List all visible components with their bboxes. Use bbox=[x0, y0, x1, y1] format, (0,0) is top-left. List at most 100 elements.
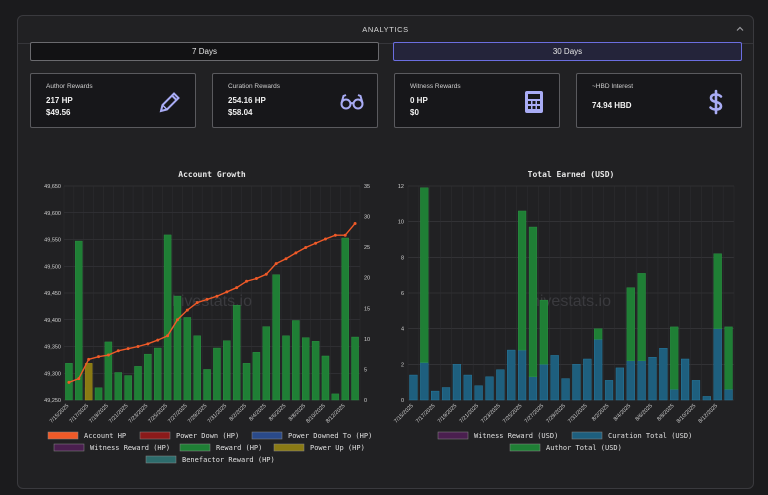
chevron-up-icon[interactable] bbox=[735, 24, 745, 34]
legend-swatch bbox=[273, 443, 305, 452]
x-tick-label: 8/4/2025 bbox=[613, 403, 632, 422]
card-label: Curation Rewards bbox=[228, 83, 281, 90]
y-tick-label: 2 bbox=[401, 362, 404, 368]
x-tick-label: 8/6/2025 bbox=[635, 403, 654, 422]
account-hp-point bbox=[254, 277, 258, 281]
reward-hp-bar bbox=[282, 335, 290, 401]
curation-total-bar bbox=[604, 380, 614, 401]
curation-total-bar bbox=[659, 348, 668, 401]
x-tick-label: 7/25/2025 bbox=[502, 403, 524, 425]
curation-total-bar bbox=[626, 360, 635, 401]
reward-hp-bar bbox=[341, 237, 349, 401]
reward-hp-bar bbox=[331, 393, 340, 401]
legend-swatch bbox=[53, 443, 85, 452]
curation-total-bar bbox=[583, 358, 592, 401]
y-right-tick-label: 0 bbox=[364, 398, 367, 404]
curation-total-bar bbox=[517, 349, 527, 401]
range-7-days-button[interactable]: 7 Days bbox=[30, 42, 379, 61]
account-hp-point bbox=[235, 286, 239, 290]
power-up-bar bbox=[84, 363, 93, 401]
author-total-bar bbox=[594, 328, 603, 340]
legend-label: Author Total (USD) bbox=[546, 444, 622, 452]
reward-hp-bar bbox=[104, 341, 113, 401]
x-tick-label: 7/19/2025 bbox=[88, 403, 110, 425]
curation-total-bar bbox=[496, 369, 505, 401]
account-hp-point bbox=[87, 357, 91, 361]
curation-total-bar bbox=[648, 356, 657, 401]
x-tick-label: 7/29/2025 bbox=[187, 403, 209, 425]
curation-total-bar bbox=[420, 362, 429, 401]
account-hp-point bbox=[284, 257, 288, 261]
x-tick-label: 7/19/2025 bbox=[437, 403, 459, 425]
author-total-bar bbox=[528, 226, 538, 378]
reward-hp-bar bbox=[262, 326, 271, 401]
account-hp-point bbox=[314, 241, 318, 245]
curation-total-bar bbox=[463, 374, 472, 401]
account-hp-point bbox=[166, 334, 170, 338]
reward-hp-bar bbox=[272, 274, 280, 401]
author-total-bar bbox=[517, 210, 527, 351]
author-total-bar bbox=[670, 326, 679, 390]
legend-label: Power Down (HP) bbox=[176, 432, 239, 440]
curation-total-bar bbox=[431, 390, 440, 401]
legend-swatch bbox=[139, 431, 171, 440]
chart-title: Account Growth bbox=[178, 170, 246, 179]
panel-header[interactable]: ANALYTICS bbox=[18, 16, 753, 44]
y-tick-label: 6 bbox=[401, 291, 404, 297]
author-rewards-card: Author Rewards 217 HP $49.56 bbox=[30, 73, 196, 128]
range-30-days-button[interactable]: 30 Days bbox=[393, 42, 742, 61]
account-hp-point bbox=[333, 233, 337, 237]
account-hp-point bbox=[116, 349, 120, 353]
reward-hp-bar bbox=[242, 363, 251, 401]
reward-hp-bar bbox=[292, 320, 300, 401]
y-left-tick-label: 49,400 bbox=[44, 318, 61, 324]
legend-swatch bbox=[251, 431, 283, 440]
reward-hp-bar bbox=[94, 387, 103, 401]
reward-hp-bar bbox=[163, 234, 172, 401]
legend-label: Witness Reward (USD) bbox=[474, 432, 558, 440]
reward-hp-bar bbox=[134, 366, 142, 401]
x-tick-label: 7/23/2025 bbox=[480, 403, 502, 425]
account-hp-point bbox=[67, 380, 71, 384]
y-right-tick-label: 20 bbox=[364, 276, 370, 282]
curation-total-bar bbox=[670, 389, 679, 401]
glasses-icon bbox=[340, 94, 364, 110]
curation-total-bar bbox=[637, 360, 646, 401]
y-left-tick-label: 49,250 bbox=[44, 398, 61, 404]
y-right-tick-label: 35 bbox=[364, 184, 370, 190]
x-tick-label: 7/21/2025 bbox=[108, 403, 130, 425]
card-value-hp: 254.16 HP bbox=[228, 96, 266, 105]
y-left-tick-label: 49,550 bbox=[44, 238, 61, 244]
x-tick-label: 8/10/2025 bbox=[676, 403, 698, 425]
curation-total-bar bbox=[485, 376, 494, 401]
account-hp-point bbox=[136, 345, 140, 348]
total-earned-svg: Total Earned (USD) 12 10 8 6 4 2 0 hivestats.io 7… bbox=[393, 170, 735, 452]
account-hp-point bbox=[77, 377, 81, 381]
author-total-bar bbox=[626, 287, 635, 361]
y-right-tick-label: 25 bbox=[364, 245, 370, 251]
legend-label: Curation Total (USD) bbox=[608, 432, 692, 440]
x-tick-label: 8/10/2025 bbox=[305, 403, 327, 425]
x-tick-label: 8/12/2025 bbox=[325, 403, 347, 425]
y-right-tick-label: 5 bbox=[364, 367, 367, 373]
account-hp-point bbox=[175, 318, 179, 322]
reward-hp-bar bbox=[193, 335, 201, 401]
curation-total-bar bbox=[528, 376, 538, 401]
account-hp-point bbox=[205, 297, 209, 301]
curation-total-bar bbox=[550, 355, 559, 401]
x-tick-label: 7/29/2025 bbox=[545, 403, 567, 425]
curation-total-bar bbox=[713, 328, 722, 401]
legend-swatch bbox=[179, 443, 211, 452]
reward-hp-bar bbox=[173, 295, 182, 401]
reward-hp-bar bbox=[232, 305, 241, 401]
x-tick-label: 7/17/2025 bbox=[69, 403, 91, 425]
reward-hp-bar bbox=[144, 353, 152, 401]
card-value-usd: $49.56 bbox=[46, 108, 71, 117]
x-tick-label: 7/31/2025 bbox=[567, 403, 589, 425]
x-tick-label: 7/25/2025 bbox=[147, 403, 169, 425]
account-hp-point bbox=[225, 290, 229, 294]
account-hp-point bbox=[274, 262, 278, 266]
y-right-tick-label: 10 bbox=[364, 337, 370, 343]
account-hp-point bbox=[146, 342, 150, 346]
curation-total-bar bbox=[539, 364, 548, 401]
